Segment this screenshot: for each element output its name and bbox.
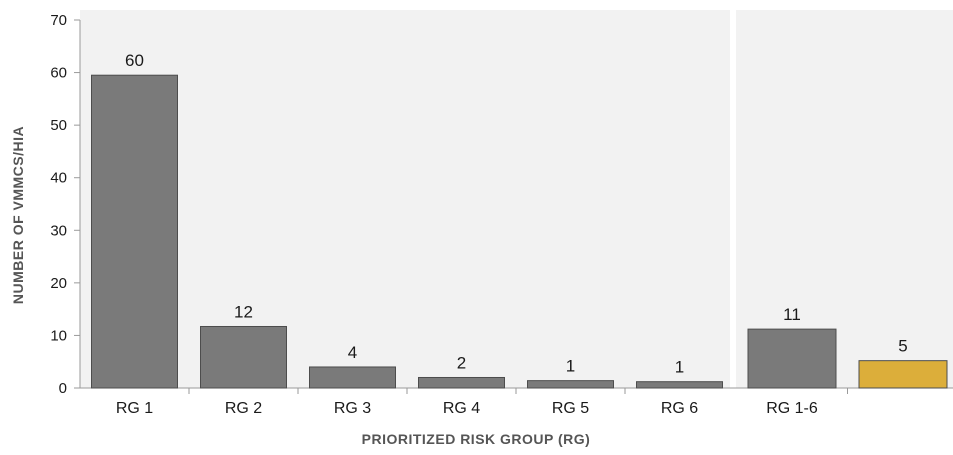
data-label: 11 bbox=[783, 305, 801, 324]
bar bbox=[200, 325, 287, 389]
data-label: 5 bbox=[898, 337, 907, 356]
y-tick-label: 20 bbox=[50, 275, 67, 292]
y-tick-label: 10 bbox=[50, 327, 67, 344]
data-label: 1 bbox=[566, 357, 575, 376]
y-tick-label: 50 bbox=[50, 117, 67, 134]
y-tick-label: 40 bbox=[50, 170, 67, 187]
x-tick-label: RG 4 bbox=[443, 400, 480, 417]
x-axis-title: PRIORITIZED RISK GROUP (RG) bbox=[362, 431, 591, 447]
bar bbox=[91, 74, 178, 389]
data-label: 2 bbox=[457, 353, 466, 372]
x-tick-label: RG 1 bbox=[116, 400, 153, 417]
x-tick-label: RG 1-6 bbox=[766, 400, 818, 417]
plot-panel-2 bbox=[736, 10, 953, 388]
x-tick-label: RG 3 bbox=[334, 400, 371, 417]
y-tick-label: 60 bbox=[50, 65, 67, 82]
data-label: 4 bbox=[348, 343, 357, 362]
y-tick-label: 70 bbox=[50, 12, 67, 29]
data-label: 12 bbox=[234, 302, 253, 321]
bar bbox=[309, 366, 396, 389]
bar bbox=[527, 380, 614, 389]
x-tick-label: RG 6 bbox=[661, 400, 698, 417]
x-tick-label: RG 2 bbox=[225, 400, 262, 417]
y-axis-title: NUMBER OF VMMCS/HIA bbox=[10, 126, 26, 304]
bar bbox=[418, 376, 505, 389]
plot-panel-1 bbox=[80, 10, 730, 388]
y-tick-label: 30 bbox=[50, 222, 67, 239]
bar bbox=[858, 360, 948, 389]
bar bbox=[636, 381, 723, 389]
bar bbox=[747, 328, 837, 389]
x-tick-label: RG 5 bbox=[552, 400, 589, 417]
y-tick-label: 0 bbox=[59, 380, 67, 397]
data-label: 1 bbox=[675, 358, 684, 377]
data-label: 60 bbox=[125, 51, 144, 70]
